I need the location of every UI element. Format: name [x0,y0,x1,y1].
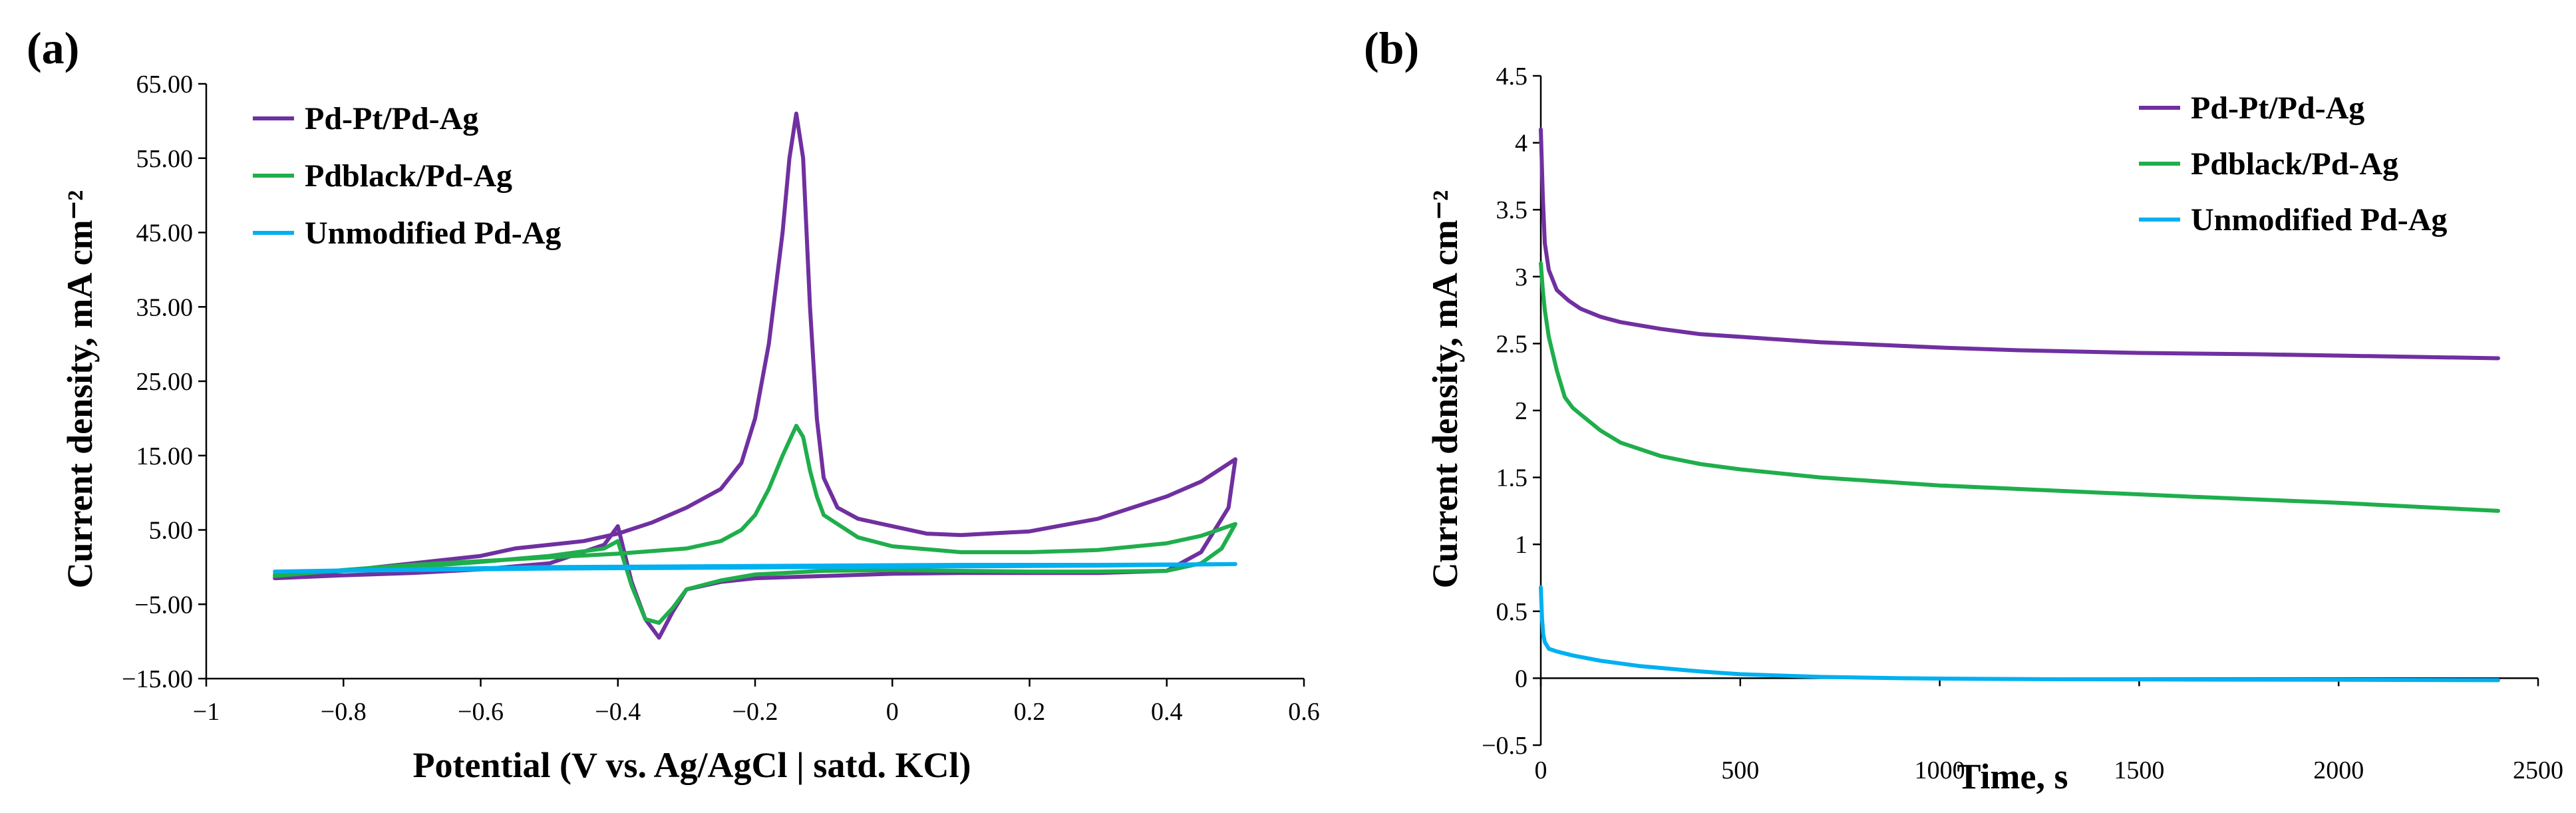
panel-b-y-axis-title: Current density, mA cm⁻² [1425,190,1465,589]
x-tick-label: 1500 [2114,756,2164,784]
y-tick-label: 55.00 [136,145,194,173]
y-tick-label: 1.5 [1496,464,1528,492]
x-tick-label: −0.8 [321,698,367,726]
y-tick-label: 4 [1515,130,1528,158]
series-line-pd-pt-pd-ag [273,111,1237,640]
series-line-unmodified-pd-ag [1539,585,2500,683]
panel-a-legend: Pd-Pt/Pd-Ag Pdblack/Pd-Ag Unmodified Pd-Ag [253,101,561,251]
panel-a-y-axis-title: Current density, mA cm⁻² [60,190,100,589]
x-tick-label: 2500 [2513,756,2563,784]
series-line-pd-pt-pd-ag [1539,127,2500,361]
panel-a-series [273,111,1237,640]
y-tick-label: 65.00 [136,71,194,98]
y-tick-label: 2 [1515,397,1528,425]
y-tick-label: 45.00 [136,220,194,247]
panel-b-label: (b) [1364,23,1419,73]
legend-label-pdblack-pd-ag: Pdblack/Pd-Ag [305,158,512,194]
series-line-pdblack-pd-ag [1539,261,2500,513]
panel-b-x-axis-title: Time, s [1957,756,2068,796]
y-tick-label: 4.5 [1496,63,1528,90]
y-tick-label: 5.00 [149,517,194,545]
panel-b-series [1539,127,2500,683]
y-tick-label: 0.5 [1496,598,1528,626]
chart-panel-a: (a) −15.00 −5.00 5.00 15.00 25.00 35.00 45.00 5… [27,23,1320,785]
panel-b-legend: Pd-Pt/Pd-Ag Pdblack/Pd-Ag Unmodified Pd-Ag [2139,90,2447,238]
series-line-unmodified-pd-ag [273,562,1237,574]
panel-b-y-ticks: −0.5 0 0.5 1 1.5 2 2.5 3 3.5 4 4.5 [1482,63,1541,760]
x-tick-label: 1000 [1915,756,1965,784]
y-tick-label: 1 [1515,531,1528,559]
x-tick-label: 0.6 [1288,698,1320,726]
legend-label-pd-pt-pd-ag: Pd-Pt/Pd-Ag [305,101,478,136]
y-tick-label: 2.5 [1496,330,1528,358]
legend-label-pdblack-pd-ag: Pdblack/Pd-Ag [2191,146,2398,182]
x-tick-label: 500 [1721,756,1759,784]
chart-panel-b: (b) −0.500.511.522.533.544.5 0 500 1000 150… [1364,23,2563,796]
x-tick-label: 0.4 [1151,698,1183,726]
y-tick-label: −0.5 [1482,732,1528,760]
y-tick-label: 35.00 [136,293,194,321]
legend-label-pd-pt-pd-ag: Pd-Pt/Pd-Ag [2191,90,2364,126]
panel-a-label: (a) [27,23,79,73]
legend-label-unmodified-pd-ag: Unmodified Pd-Ag [305,216,561,251]
x-tick-label: −1 [193,698,220,726]
x-tick-label: −0.2 [732,698,778,726]
panel-a-x-axis-title: Potential (V vs. Ag/AgCl | satd. KCl) [413,745,971,785]
y-tick-label: 25.00 [136,368,194,396]
panel-a-y-ticks: −15.00 −5.00 5.00 15.00 25.00 35.00 45.00 55.00… [122,71,206,693]
legend-label-unmodified-pd-ag: Unmodified Pd-Ag [2191,202,2447,238]
x-tick-label: −0.4 [595,698,641,726]
y-tick-label: 15.00 [136,442,194,470]
y-tick-label: 3.5 [1496,196,1528,224]
x-tick-label: 0.2 [1014,698,1046,726]
series-line-pdblack-pd-ag [273,424,1237,625]
y-tick-label: −5.00 [134,591,193,619]
y-tick-label: −15.00 [122,665,193,693]
y-tick-label: 3 [1515,263,1528,291]
panel-b-x-ticks: 0 500 1000 1500 2000 2500 [1535,678,2563,784]
panel-a-x-ticks: −1 −0.8 −0.6 −0.4 −0.2 0 0.2 0.4 0.6 [193,679,1320,726]
x-tick-label: −0.6 [458,698,504,726]
x-tick-label: 0 [1535,756,1547,784]
x-tick-label: 2000 [2313,756,2364,784]
panel-a-axes [205,84,1304,680]
x-tick-label: 0 [886,698,899,726]
y-tick-label: 0 [1515,665,1528,693]
